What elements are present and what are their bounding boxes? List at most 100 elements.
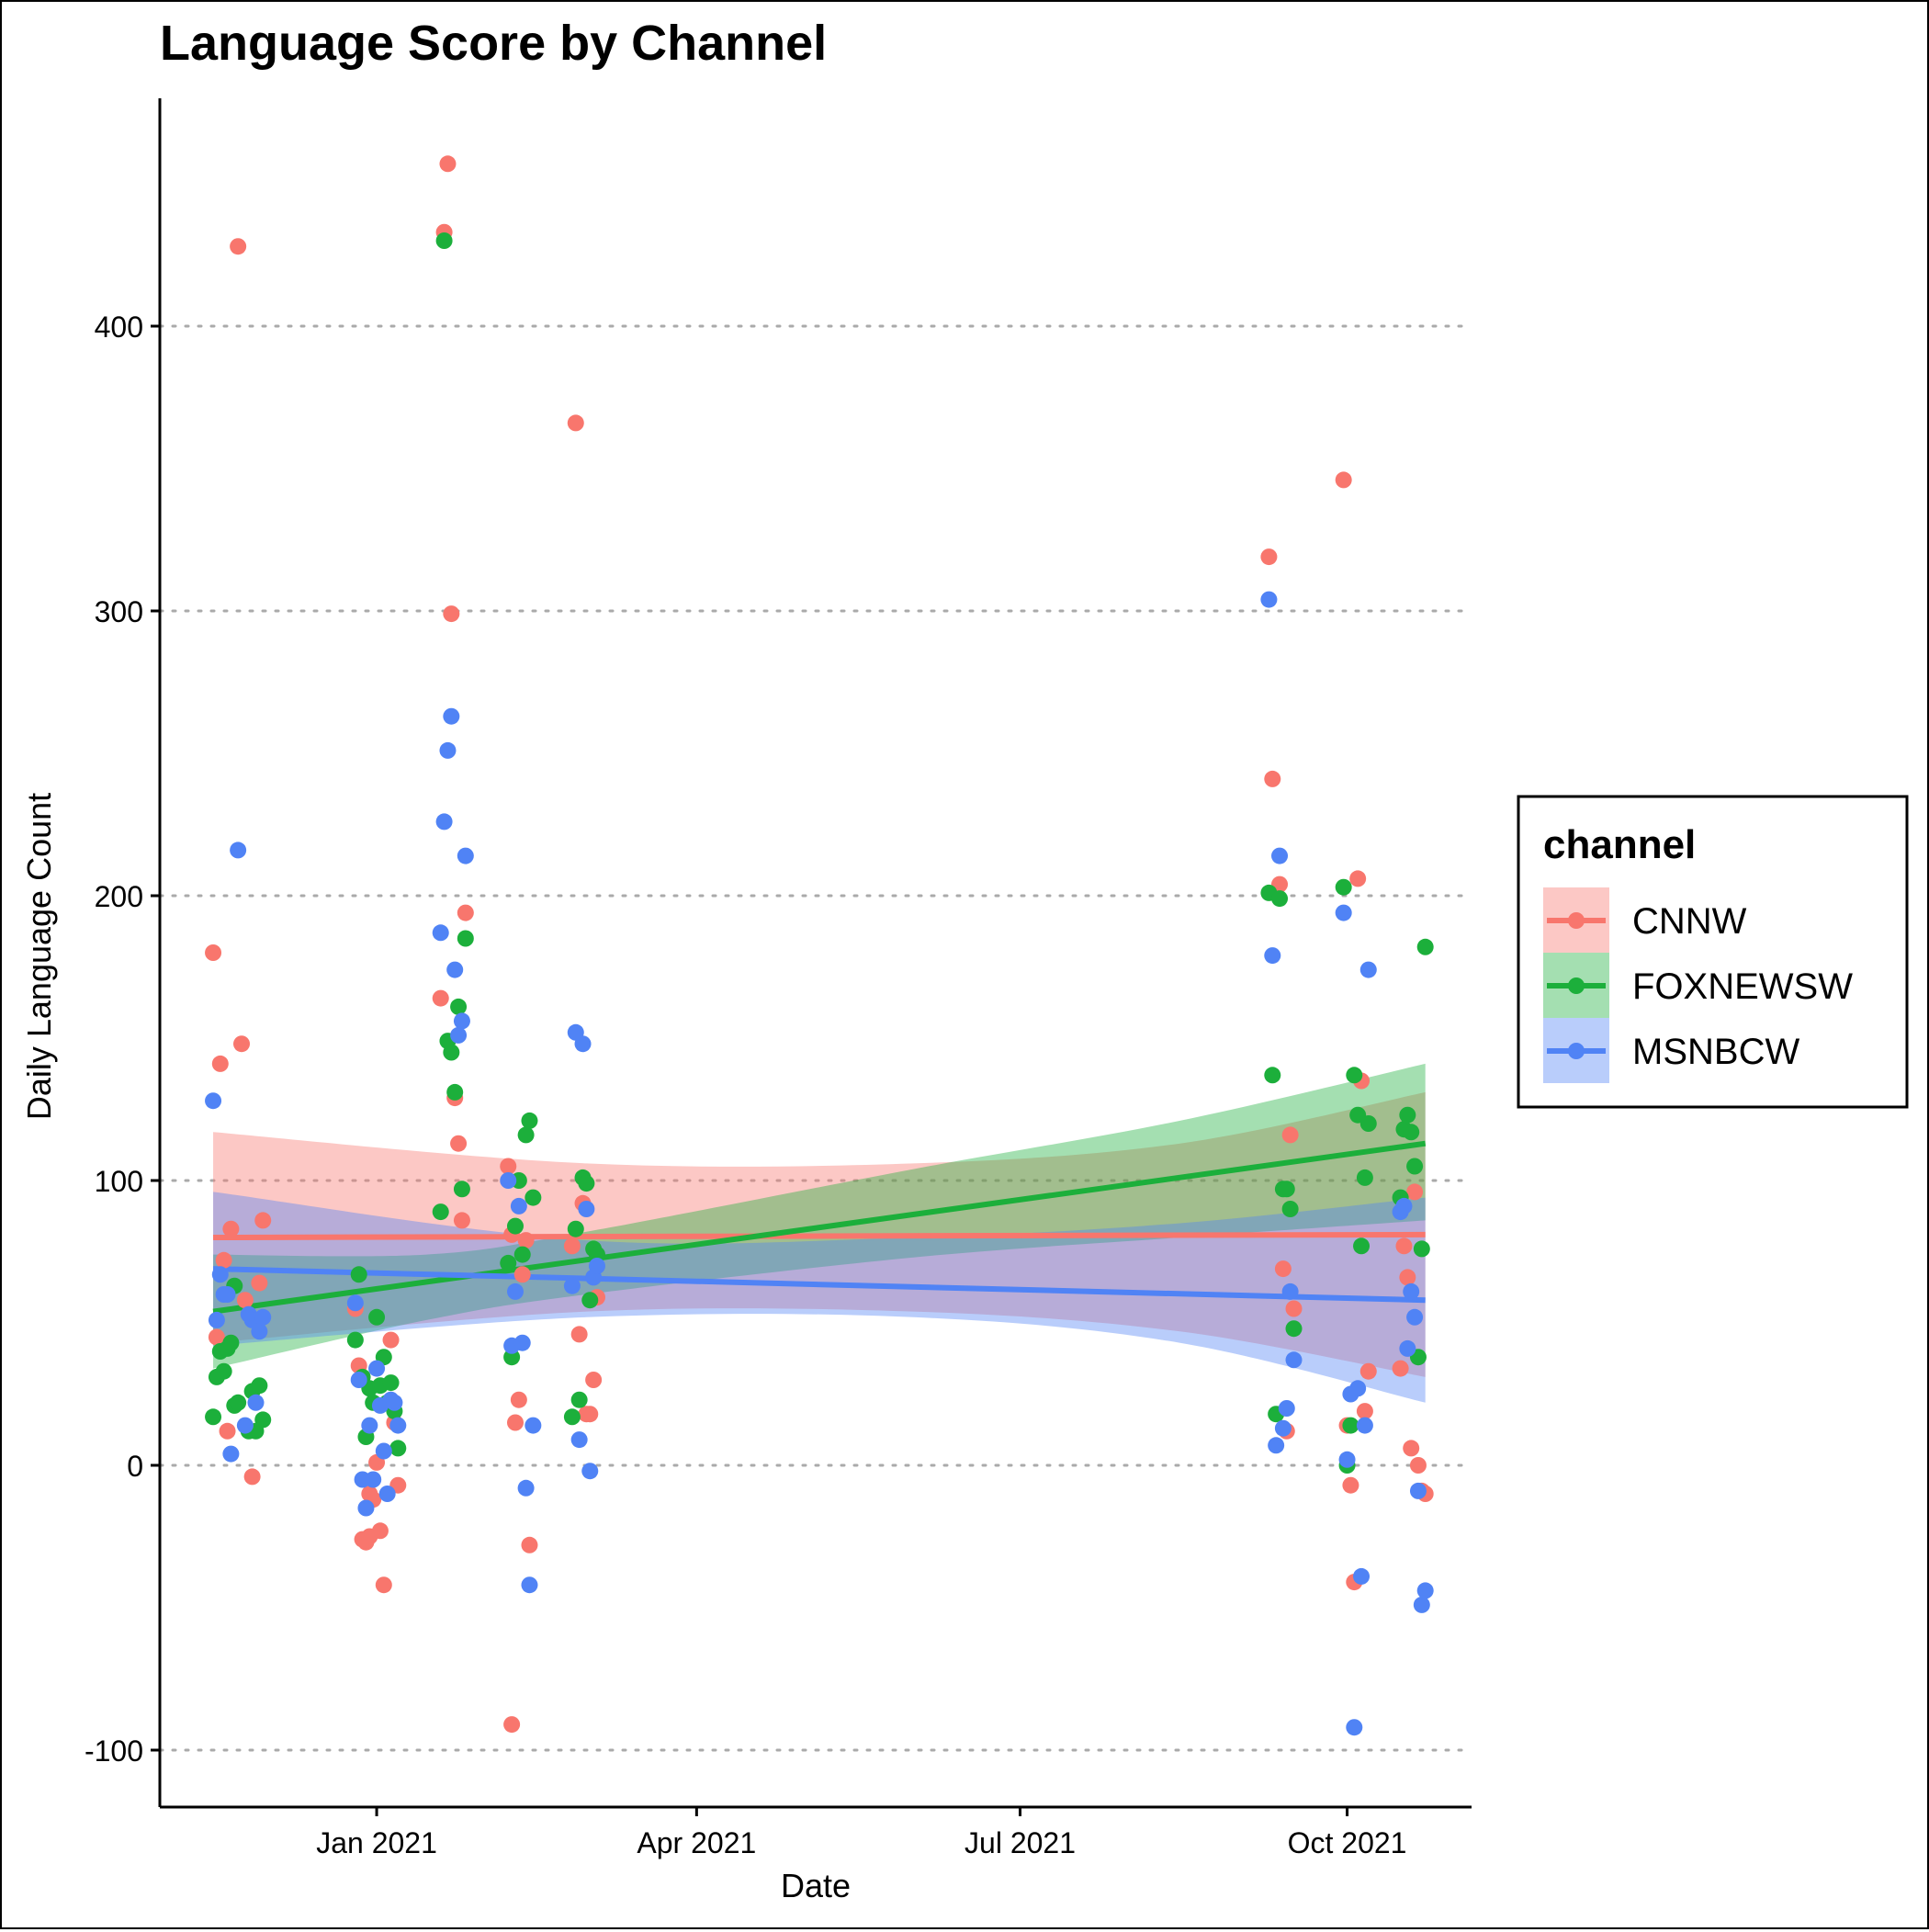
point-cnnw (510, 1391, 527, 1408)
point-cnnw (1399, 1269, 1416, 1286)
point-msnbcw (251, 1323, 268, 1340)
point-cnnw (222, 1220, 240, 1237)
point-foxnewsw (506, 1217, 524, 1235)
point-cnnw (219, 1422, 236, 1440)
point-cnnw (1359, 1362, 1377, 1380)
point-msnbcw (510, 1197, 527, 1215)
point-msnbcw (247, 1394, 265, 1411)
point-cnnw (251, 1274, 268, 1292)
point-msnbcw (378, 1486, 396, 1502)
point-msnbcw (230, 842, 247, 859)
point-msnbcw (208, 1311, 225, 1328)
point-msnbcw (1264, 947, 1281, 965)
y-tick-label: 0 (127, 1450, 143, 1483)
y-tick-label: 100 (95, 1165, 143, 1198)
point-msnbcw (219, 1286, 236, 1303)
point-cnnw (205, 944, 222, 961)
legend-dot-cnnw (1568, 912, 1585, 929)
legend-dot-msnbcw (1568, 1043, 1585, 1059)
point-foxnewsw (578, 1175, 595, 1192)
point-msnbcw (350, 1372, 367, 1388)
point-foxnewsw (521, 1112, 538, 1129)
point-cnnw (230, 238, 247, 255)
point-foxnewsw (435, 232, 453, 249)
point-msnbcw (1338, 1451, 1356, 1468)
data-points (205, 155, 1434, 1736)
point-msnbcw (581, 1463, 599, 1480)
point-cnnw (585, 1372, 603, 1388)
trend-line-cnnw (213, 1231, 1426, 1240)
point-msnbcw (1409, 1482, 1427, 1499)
point-msnbcw (1285, 1351, 1303, 1369)
legend-title: channel (1543, 822, 1696, 867)
point-cnnw (1409, 1457, 1427, 1474)
point-msnbcw (1356, 1417, 1373, 1434)
point-cnnw (506, 1414, 524, 1431)
point-foxnewsw (1356, 1169, 1373, 1186)
x-tick-label: Jul 2021 (964, 1826, 1076, 1859)
point-foxnewsw (500, 1254, 517, 1271)
point-msnbcw (254, 1308, 272, 1326)
axes: -100 0 100 200 300 400 Jan 2021 Apr 2021 Jul 202… (85, 98, 1472, 1859)
point-msnbcw (1399, 1339, 1416, 1357)
point-cnnw (243, 1468, 261, 1486)
point-foxnewsw (581, 1292, 599, 1309)
point-foxnewsw (382, 1374, 400, 1392)
point-cnnw (382, 1331, 400, 1349)
point-msnbcw (1281, 1282, 1299, 1300)
y-tick-label: 200 (95, 880, 143, 913)
point-foxnewsw (254, 1411, 272, 1429)
point-msnbcw (211, 1266, 229, 1283)
point-msnbcw (457, 847, 474, 864)
point-foxnewsw (205, 1408, 222, 1426)
point-cnnw (581, 1406, 599, 1423)
point-foxnewsw (457, 930, 474, 947)
point-foxnewsw (446, 1083, 464, 1101)
point-cnnw (457, 904, 474, 921)
point-msnbcw (521, 1576, 538, 1594)
point-foxnewsw (443, 1044, 460, 1061)
point-foxnewsw (503, 1349, 521, 1366)
point-msnbcw (578, 1201, 595, 1217)
y-tick-label: 400 (95, 311, 143, 344)
point-msnbcw (570, 1431, 588, 1449)
point-cnnw (236, 1292, 254, 1309)
point-cnnw (1392, 1360, 1409, 1377)
point-foxnewsw (1403, 1124, 1420, 1141)
point-cnnw (432, 989, 449, 1007)
point-foxnewsw (563, 1408, 581, 1426)
point-foxnewsw (589, 1246, 605, 1263)
point-cnnw (208, 1328, 225, 1346)
point-foxnewsw (1399, 1106, 1416, 1124)
point-msnbcw (1413, 1596, 1430, 1613)
point-msnbcw (446, 961, 464, 978)
point-msnbcw (563, 1277, 581, 1294)
point-msnbcw (1268, 1437, 1285, 1454)
point-msnbcw (1403, 1282, 1420, 1300)
legend-label-cnnw: CNNW (1632, 901, 1747, 942)
trend-lines (212, 1140, 1427, 1315)
point-cnnw (570, 1326, 588, 1343)
y-axis-title: Daily Language Count (20, 793, 58, 1120)
point-msnbcw (1335, 904, 1352, 921)
point-cnnw (1395, 1237, 1413, 1255)
point-msnbcw (435, 813, 453, 830)
point-cnnw (1356, 1403, 1373, 1420)
point-foxnewsw (513, 1246, 531, 1263)
confidence-band-msnbcw (213, 1192, 1426, 1403)
point-foxnewsw (368, 1308, 386, 1326)
point-msnbcw (443, 707, 460, 725)
legend-dot-foxnewsw (1568, 977, 1585, 994)
point-foxnewsw (1346, 1067, 1363, 1084)
point-foxnewsw (1406, 1158, 1424, 1175)
point-msnbcw (205, 1092, 222, 1110)
point-foxnewsw (1342, 1417, 1359, 1434)
x-tick-label: Apr 2021 (637, 1826, 756, 1859)
legend-label-foxnewsw: FOXNEWSW (1632, 966, 1853, 1007)
point-msnbcw (574, 1035, 592, 1053)
x-axis-title: Date (781, 1867, 851, 1904)
point-msnbcw (589, 1258, 605, 1274)
y-tick-label: -100 (85, 1734, 143, 1768)
point-msnbcw (368, 1360, 386, 1377)
